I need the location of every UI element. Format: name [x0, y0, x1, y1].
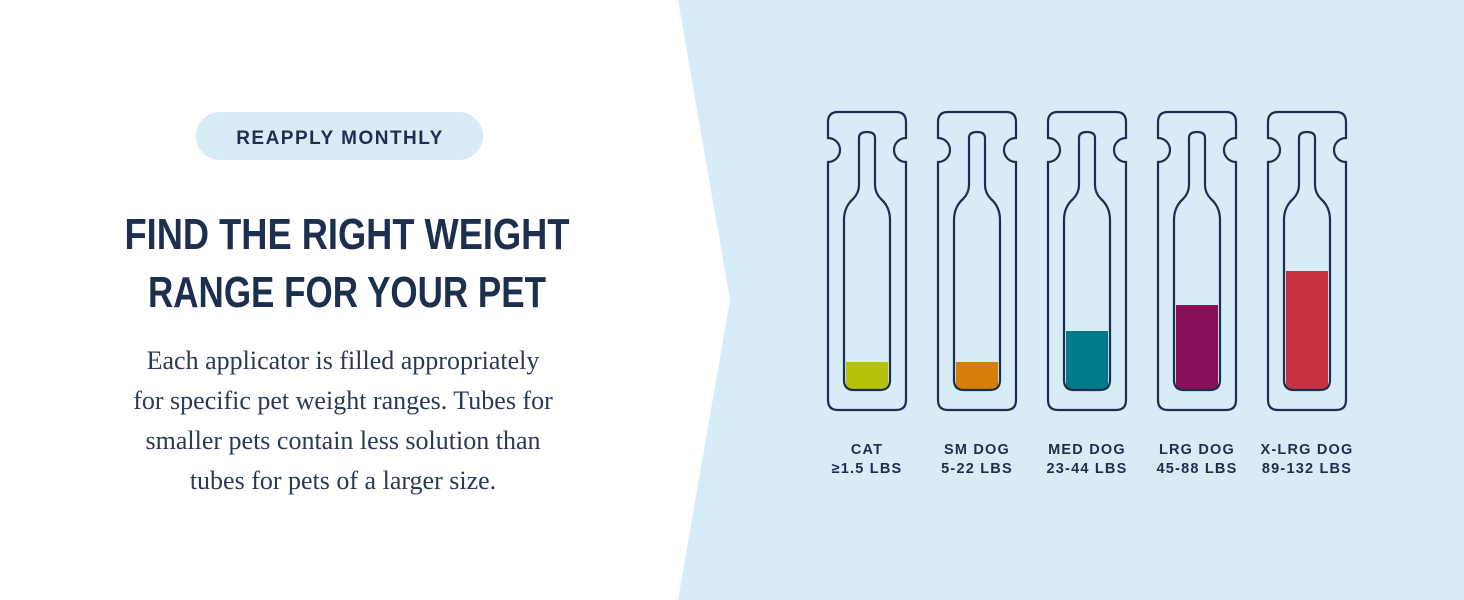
tube	[936, 110, 1018, 412]
tube-range: 89-132 LBS	[1262, 461, 1352, 477]
body-line: Each applicator is filled appropriately	[147, 346, 540, 375]
tube-range: ≥1.5 LBS	[832, 461, 903, 477]
tube-name: LRG DOG	[1159, 442, 1235, 458]
tube-name: SM DOG	[944, 442, 1010, 458]
tube-name: X-LRG DOG	[1261, 442, 1354, 458]
tube-fill	[1286, 271, 1328, 389]
tube	[1156, 110, 1238, 412]
tube-range: 5-22 LBS	[941, 461, 1013, 477]
tube-fill	[1066, 331, 1108, 389]
badge	[196, 112, 483, 160]
tube-fill	[1176, 305, 1218, 389]
tube-range: 23-44 LBS	[1047, 461, 1128, 477]
tube-fill	[846, 362, 888, 389]
tube	[826, 110, 908, 412]
heading-line: FIND THE RIGHT WEIGHT	[125, 210, 570, 259]
tube-range: 45-88 LBS	[1157, 461, 1238, 477]
tube-name: CAT	[851, 442, 883, 458]
body-line: smaller pets contain less solution than	[146, 426, 541, 455]
tube-fill	[956, 362, 998, 389]
tube	[1046, 110, 1128, 412]
tube-name: MED DOG	[1048, 442, 1126, 458]
body-line: tubes for pets of a larger size.	[190, 466, 496, 495]
body-line: for specific pet weight ranges. Tubes fo…	[133, 386, 553, 415]
badge-text: REAPPLY MONTHLY	[236, 128, 444, 149]
heading-line: RANGE FOR YOUR PET	[148, 268, 546, 317]
tube	[1266, 110, 1348, 412]
